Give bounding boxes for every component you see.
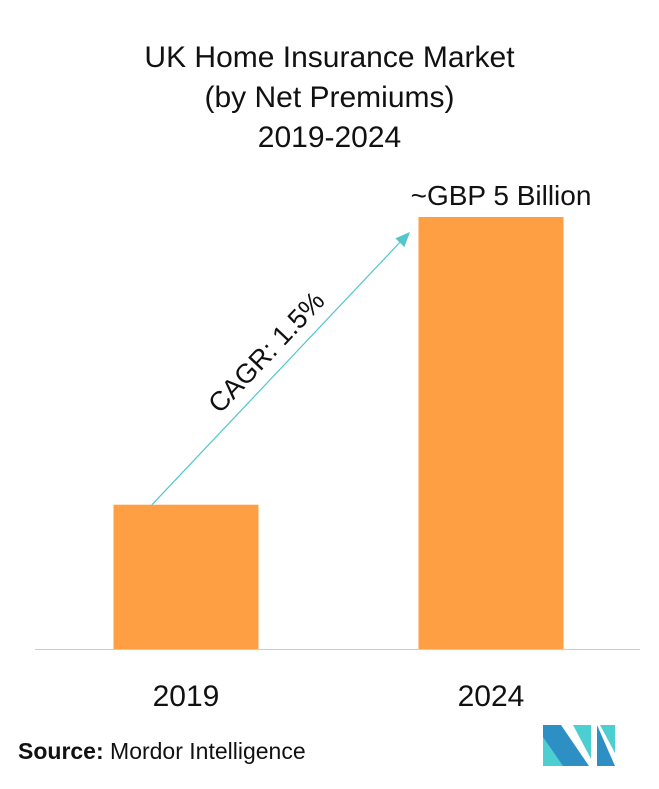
source-text: Mordor Intelligence — [110, 738, 306, 764]
data-label-2024: ~GBP 5 Billion — [411, 180, 592, 211]
cagr-arrowhead — [395, 232, 410, 247]
source-note: Source: Mordor Intelligence — [18, 738, 306, 765]
chart-title-line2: (by Net Premiums) — [204, 81, 455, 114]
x-tick-label-2024: 2024 — [458, 680, 525, 713]
x-tick-label-2019: 2019 — [153, 680, 220, 713]
cagr-arrow-line — [151, 237, 405, 506]
source-label: Source: — [18, 738, 104, 764]
bar-2019 — [113, 504, 259, 649]
chart-title-line1: UK Home Insurance Market — [144, 41, 515, 74]
chart-title-line3: 2019-2024 — [257, 121, 402, 154]
cagr-annotation: CAGR: 1.5% — [202, 286, 330, 419]
bar-2024 — [418, 217, 564, 649]
